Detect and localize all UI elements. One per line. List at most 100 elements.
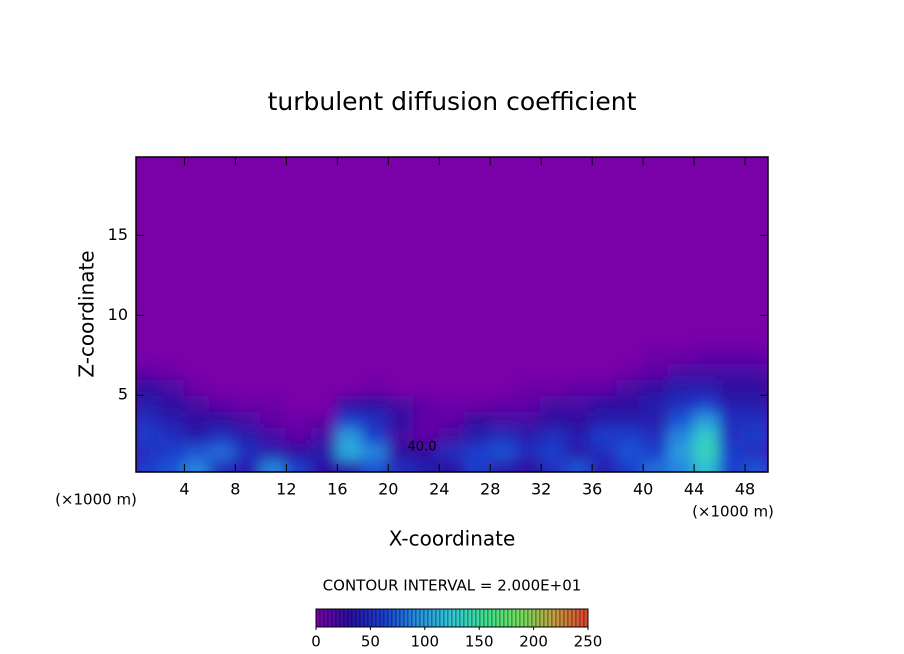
cell bbox=[336, 442, 364, 461]
cell bbox=[361, 426, 390, 445]
cell bbox=[234, 410, 262, 429]
cell bbox=[693, 362, 721, 381]
colorbar-tick-label: 100 bbox=[410, 633, 439, 651]
cell bbox=[412, 426, 441, 445]
y-tick-label: 5 bbox=[118, 385, 128, 404]
cell bbox=[616, 458, 645, 472]
plot-frame bbox=[135, 156, 769, 473]
cell bbox=[387, 442, 415, 461]
x-tick-label: 48 bbox=[735, 480, 755, 499]
x-unit: (×1000 m) bbox=[55, 491, 137, 509]
cell bbox=[310, 346, 339, 365]
cell bbox=[565, 458, 594, 472]
cell bbox=[744, 346, 768, 365]
cell bbox=[285, 426, 313, 445]
cell bbox=[693, 394, 721, 413]
cell bbox=[412, 410, 441, 429]
cell bbox=[259, 378, 288, 397]
colorbar-swatch bbox=[319, 608, 325, 628]
colorbar-swatch bbox=[383, 608, 389, 628]
cell bbox=[285, 378, 313, 397]
colorbar-swatch bbox=[315, 608, 321, 628]
colorbar-swatch bbox=[511, 608, 517, 628]
cell bbox=[361, 410, 390, 429]
cell bbox=[514, 362, 543, 381]
cell bbox=[514, 426, 543, 445]
cell bbox=[489, 362, 517, 381]
colorbar-swatch bbox=[567, 608, 573, 628]
cell bbox=[208, 346, 237, 365]
colorbar-swatch bbox=[523, 608, 529, 628]
colorbar-swatch bbox=[343, 608, 349, 628]
cell bbox=[259, 410, 288, 429]
cell bbox=[438, 426, 466, 445]
cell bbox=[259, 426, 288, 445]
colorbar-swatch bbox=[539, 608, 545, 628]
colorbar-frame bbox=[315, 608, 589, 628]
cell bbox=[489, 394, 517, 413]
cell bbox=[183, 410, 211, 429]
x-tick-label: 28 bbox=[480, 480, 500, 499]
colorbar-swatch bbox=[527, 608, 533, 628]
colorbar-swatch bbox=[571, 608, 577, 628]
cell bbox=[744, 426, 768, 445]
cell bbox=[136, 394, 160, 413]
cell bbox=[438, 458, 466, 472]
cell bbox=[667, 426, 696, 445]
colorbar-swatch bbox=[367, 608, 373, 628]
colorbar-swatch bbox=[335, 608, 341, 628]
colorbar-swatch bbox=[451, 608, 457, 628]
x-tick-label: 40 bbox=[633, 480, 653, 499]
colorbar-tick-label: 150 bbox=[465, 633, 494, 651]
cell bbox=[208, 442, 237, 461]
cell bbox=[667, 458, 696, 472]
cell bbox=[310, 410, 339, 429]
cell bbox=[642, 378, 670, 397]
colorbar: 0 50 100 150 200 250 bbox=[311, 608, 602, 651]
cell bbox=[642, 426, 670, 445]
cell bbox=[616, 346, 645, 365]
colorbar-swatch bbox=[503, 608, 509, 628]
cell bbox=[387, 426, 415, 445]
cells bbox=[136, 346, 768, 472]
cell bbox=[514, 458, 543, 472]
cell bbox=[667, 410, 696, 429]
cell bbox=[310, 394, 339, 413]
cell bbox=[157, 394, 186, 413]
cell bbox=[361, 394, 390, 413]
colorbar-swatch bbox=[495, 608, 501, 628]
cell bbox=[183, 362, 211, 381]
cell bbox=[667, 378, 696, 397]
cell bbox=[514, 410, 543, 429]
cell bbox=[336, 346, 364, 365]
cell bbox=[259, 362, 288, 381]
cell bbox=[438, 346, 466, 365]
cell bbox=[183, 346, 211, 365]
cell bbox=[591, 458, 619, 472]
colorbar-swatch bbox=[411, 608, 417, 628]
x-tick-label: 32 bbox=[531, 480, 551, 499]
y-tick-label: 15 bbox=[108, 225, 128, 244]
cell bbox=[591, 346, 619, 365]
cell bbox=[540, 442, 568, 461]
cell bbox=[540, 362, 568, 381]
cell bbox=[310, 442, 339, 461]
cell bbox=[463, 410, 492, 429]
cell bbox=[693, 442, 721, 461]
cell bbox=[744, 458, 768, 472]
cell bbox=[136, 362, 160, 381]
y-axis-label: Z-coordinate bbox=[75, 250, 99, 377]
cell bbox=[387, 346, 415, 365]
cell bbox=[693, 378, 721, 397]
cell bbox=[285, 346, 313, 365]
cell bbox=[718, 458, 747, 472]
cell bbox=[183, 442, 211, 461]
cell bbox=[183, 458, 211, 472]
cell bbox=[259, 442, 288, 461]
cell bbox=[234, 458, 262, 472]
cell bbox=[540, 426, 568, 445]
cell bbox=[438, 410, 466, 429]
colorbar-swatch bbox=[471, 608, 477, 628]
colorbar-swatch bbox=[555, 608, 561, 628]
